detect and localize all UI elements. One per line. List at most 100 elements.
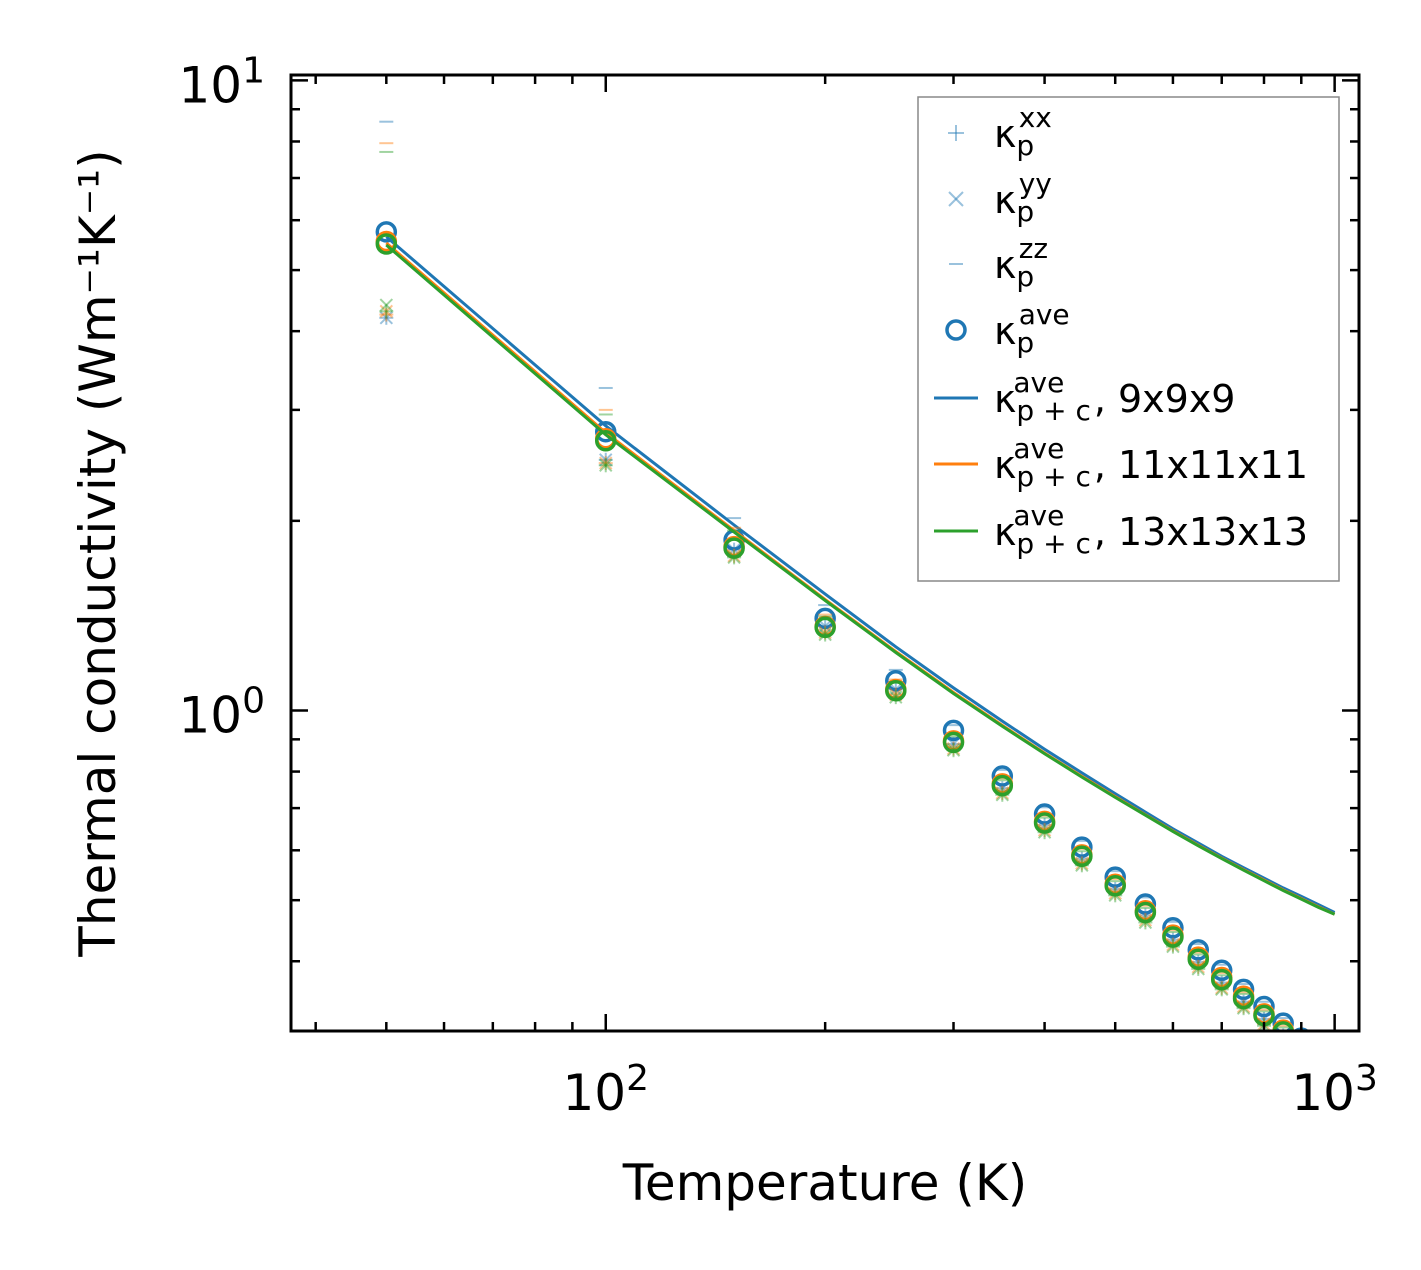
legend-entry: κp + cave , 11x11x11 <box>934 432 1308 493</box>
kappa-p-ave-point <box>1134 901 1157 924</box>
kappa-p-ave-point <box>814 607 836 630</box>
legend-subscript: p <box>1016 129 1034 162</box>
x-tick-label: 102 <box>562 1058 649 1122</box>
kappa-p-ave-point <box>375 233 398 255</box>
legend-entry: κpave <box>945 298 1070 359</box>
legend-suffix: , 9x9x9 <box>1094 377 1236 421</box>
kappa-p-ave-point <box>1210 968 1233 991</box>
legend-label: κp + cave , 11x11x11 <box>994 432 1308 493</box>
kappa-p-yy-point <box>1295 1044 1307 1056</box>
kappa-p-yy-point-a <box>599 453 613 467</box>
legend-kappa: κ <box>994 112 1016 156</box>
legend-superscript: ave <box>1013 366 1064 399</box>
legend-suffix: , 13x13x13 <box>1094 510 1308 554</box>
x-tick-label-base: 10 <box>562 1064 626 1122</box>
kappa-p-ave-point <box>1033 803 1056 825</box>
kappa-p-yy-point-b <box>1295 1044 1307 1056</box>
legend-entry: κpxx <box>948 101 1052 162</box>
series-13x13x13 <box>375 150 1336 1063</box>
kappa-p-yy-point <box>1277 1036 1289 1048</box>
kappa-p-yy-point-a <box>379 298 394 312</box>
legend-entry: κpyy <box>948 167 1052 228</box>
kappa-p-ave-point <box>1071 845 1093 868</box>
kappa-p-ave-point <box>1104 866 1126 888</box>
kappa-p-yy-point-a <box>1277 1034 1289 1046</box>
y-tick-label-base: 10 <box>178 56 242 114</box>
kappa-pc-ave-line-9x9x9 <box>385 235 1336 914</box>
kappa-p-yy-point-b <box>1295 1051 1307 1063</box>
kappa-p-yy-point-b <box>379 298 394 312</box>
legend-cross-marker <box>948 191 964 207</box>
kappa-p-xx-point <box>598 456 613 471</box>
y-tick-label: 100 <box>178 681 265 745</box>
kappa-p-yy-point-b <box>379 311 394 325</box>
legend-label: κp + cave , 9x9x9 <box>994 366 1235 427</box>
legend-superscript: ave <box>1013 499 1064 532</box>
legend-label: κpzz <box>994 232 1048 293</box>
legend-kappa: κ <box>994 243 1016 287</box>
kappa-p-xx-point <box>598 458 613 473</box>
kappa-p-ave-point <box>1104 875 1126 897</box>
y-tick-label-exp: 1 <box>242 50 265 91</box>
kappa-p-ave-point <box>991 765 1014 787</box>
kappa-p-ave-point <box>594 429 617 452</box>
kappa-p-yy-point-a <box>1295 1044 1307 1056</box>
kappa-p-ave-point <box>1071 836 1093 858</box>
kappa-p-yy-point <box>1295 1051 1307 1063</box>
x-tick-label: 103 <box>1291 1058 1378 1122</box>
kappa-p-yy-point-a <box>889 690 903 704</box>
kappa-p-yy-point-a <box>379 311 394 325</box>
legend-kappa: κ <box>994 443 1016 487</box>
kappa-p-yy-point <box>599 458 613 473</box>
kappa-p-ave-point <box>991 774 1014 797</box>
legend-superscript: ave <box>1019 298 1070 331</box>
kappa-p-ave-point <box>1292 1037 1310 1055</box>
legend-subscript: p + c <box>1016 394 1090 427</box>
legend-superscript: ave <box>1013 432 1064 465</box>
kappa-p-ave-point <box>942 719 965 742</box>
legend-entry: κp + cave , 9x9x9 <box>934 366 1235 427</box>
legend-kappa: κ <box>994 309 1016 353</box>
kappa-p-xx-point <box>379 304 394 319</box>
x-axis-label: Temperature (K) <box>622 1154 1027 1212</box>
kappa-p-yy-point-a <box>818 627 832 642</box>
kappa-p-yy-point <box>1295 1049 1307 1061</box>
legend-frame <box>917 96 1340 582</box>
legend-superscript: xx <box>1019 101 1052 134</box>
kappa-pc-ave-line-13x13x13 <box>385 243 1336 916</box>
kappa-p-ave-point <box>942 731 965 754</box>
kappa-p-ave-point <box>375 221 398 243</box>
kappa-p-ave-point <box>723 537 745 559</box>
kappa-p-ave-point <box>885 669 907 692</box>
kappa-p-yy-point-a <box>599 456 613 470</box>
kappa-p-xx-point <box>598 452 613 467</box>
x-tick-label-base: 10 <box>1291 1064 1355 1122</box>
kappa-p-yy-point-b <box>1277 1034 1289 1046</box>
kappa-p-ave-point <box>1162 926 1184 948</box>
kappa-p-yy-point <box>1277 1034 1289 1046</box>
kappa-p-yy-point <box>379 304 394 319</box>
kappa-p-yy-point-b <box>599 456 613 470</box>
kappa-p-yy-point <box>379 311 394 325</box>
kappa-p-yy-point-a <box>379 304 394 319</box>
kappa-p-ave-point <box>1033 812 1056 834</box>
legend-cross-marker-a <box>948 191 964 207</box>
legend-superscript: yy <box>1019 167 1052 200</box>
legend-superscript: zz <box>1019 232 1048 265</box>
kappa-p-yy-point <box>379 298 394 312</box>
kappa-p-xx-point <box>1294 1048 1308 1062</box>
plot-marks <box>375 120 1336 1063</box>
kappa-p-yy-point-b <box>379 304 394 319</box>
series-9x9x9 <box>375 120 1336 1057</box>
kappa-p-yy-point-b <box>599 458 613 473</box>
legend-kappa: κ <box>994 178 1016 222</box>
y-axis-label: Thermal conductivity (Wm⁻¹K⁻¹) <box>69 149 127 957</box>
legend-label: κpave <box>994 298 1070 359</box>
kappa-p-ave-point <box>1292 1038 1310 1056</box>
kappa-p-ave-point <box>1187 948 1210 970</box>
kappa-p-xx-point <box>1294 1043 1308 1057</box>
kappa-p-ave-point <box>1134 893 1157 915</box>
legend-kappa: κ <box>994 377 1016 421</box>
